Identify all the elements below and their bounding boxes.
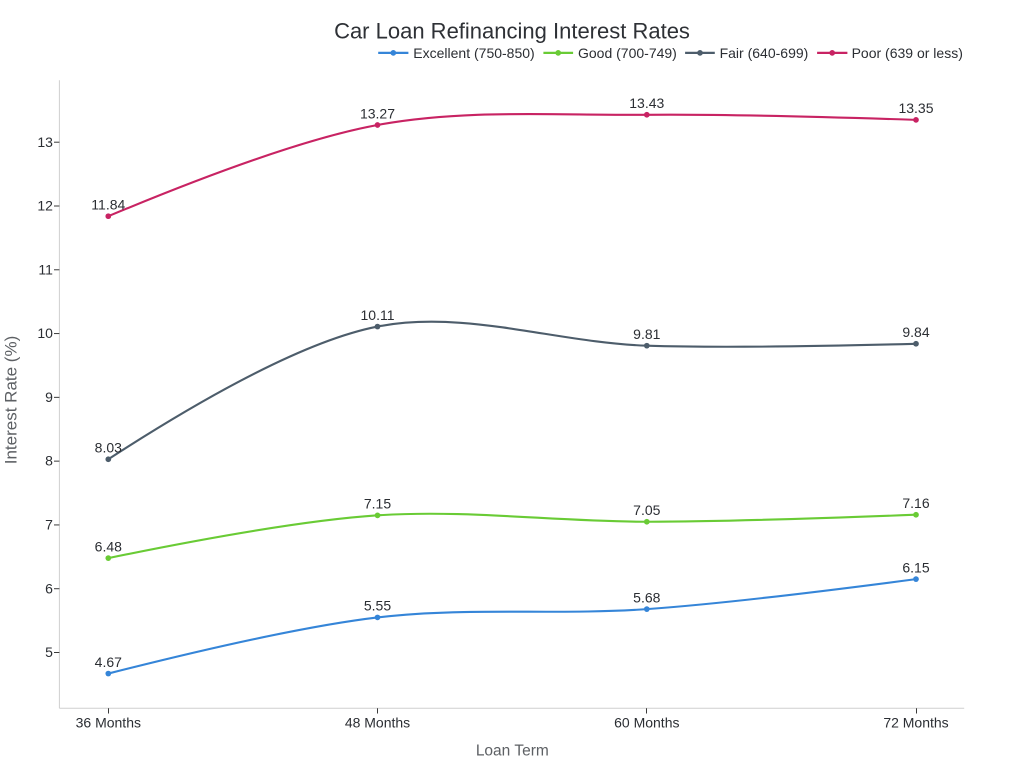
- svg-text:13.43: 13.43: [629, 95, 664, 111]
- svg-text:Loan Term: Loan Term: [476, 742, 549, 759]
- svg-text:72 Months: 72 Months: [883, 715, 948, 731]
- svg-text:9.81: 9.81: [633, 326, 660, 342]
- svg-text:7.15: 7.15: [364, 496, 391, 512]
- svg-text:5.68: 5.68: [633, 589, 660, 605]
- svg-text:Good (700-749): Good (700-749): [578, 45, 677, 61]
- svg-text:5: 5: [45, 644, 53, 660]
- svg-text:48 Months: 48 Months: [345, 715, 410, 731]
- svg-text:7.05: 7.05: [633, 502, 660, 518]
- svg-text:60 Months: 60 Months: [614, 715, 679, 731]
- svg-text:8.03: 8.03: [95, 440, 122, 456]
- svg-text:9.84: 9.84: [902, 324, 929, 340]
- svg-text:13: 13: [37, 134, 53, 150]
- svg-text:13.35: 13.35: [898, 100, 933, 116]
- svg-text:10: 10: [37, 325, 53, 341]
- svg-text:8: 8: [45, 453, 53, 469]
- svg-text:6: 6: [45, 580, 53, 596]
- svg-text:13.27: 13.27: [360, 105, 395, 121]
- svg-text:4.67: 4.67: [95, 654, 122, 670]
- svg-text:12: 12: [37, 198, 53, 214]
- svg-text:10.11: 10.11: [361, 307, 395, 323]
- svg-text:7.16: 7.16: [902, 495, 929, 511]
- svg-text:11: 11: [38, 261, 53, 277]
- svg-text:9: 9: [45, 389, 53, 405]
- svg-text:Fair (640-699): Fair (640-699): [720, 45, 809, 61]
- svg-text:5.55: 5.55: [364, 598, 391, 614]
- svg-text:Interest Rate (%): Interest Rate (%): [1, 336, 20, 465]
- svg-text:Poor (639 or less): Poor (639 or less): [852, 45, 963, 61]
- svg-text:Excellent (750-850): Excellent (750-850): [413, 45, 534, 61]
- svg-text:36 Months: 36 Months: [76, 715, 141, 731]
- svg-text:Car Loan Refinancing Interest: Car Loan Refinancing Interest Rates: [334, 19, 690, 44]
- svg-text:11.84: 11.84: [91, 197, 125, 213]
- svg-text:7: 7: [45, 517, 53, 533]
- svg-text:6.48: 6.48: [95, 538, 122, 554]
- svg-text:6.15: 6.15: [902, 559, 929, 575]
